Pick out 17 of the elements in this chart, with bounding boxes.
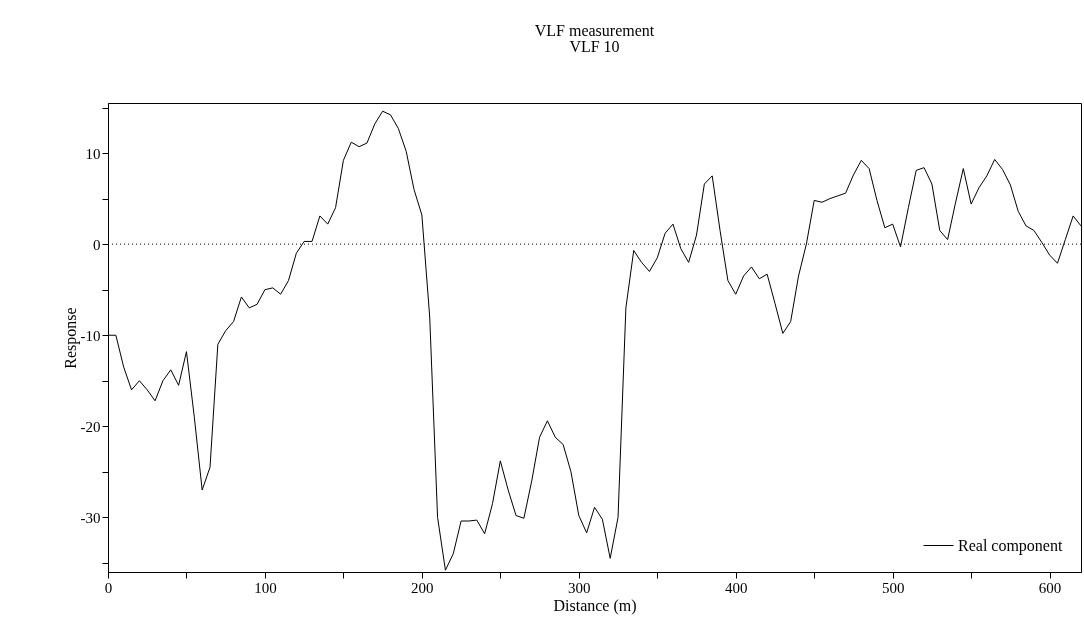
- x-axis-title: Distance (m): [553, 596, 637, 615]
- y-tick-label: -10: [80, 327, 101, 344]
- y-tick-label: -30: [80, 509, 101, 526]
- legend-label: Real component: [958, 536, 1063, 555]
- x-tick-label: 600: [1038, 579, 1062, 596]
- x-tick-label: 100: [254, 579, 277, 596]
- y-axis-title: Response: [61, 307, 80, 369]
- x-tick-label: 0: [104, 579, 113, 596]
- y-tick-label: 0: [93, 236, 101, 253]
- x-tick-label: 400: [724, 579, 748, 596]
- chart-subtitle: VLF 10: [569, 37, 620, 55]
- x-tick-label: 200: [411, 579, 434, 596]
- x-tick-label: 500: [881, 579, 905, 596]
- chart-title: VLF measurement: [534, 21, 655, 39]
- y-tick-label: -20: [80, 418, 101, 435]
- y-tick-label: 10: [85, 145, 101, 162]
- x-tick-label: 300: [568, 579, 591, 596]
